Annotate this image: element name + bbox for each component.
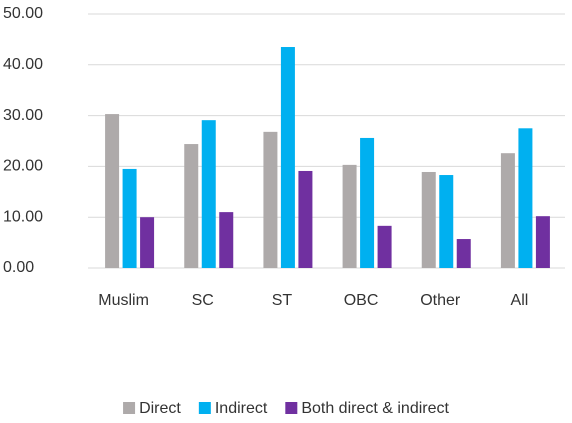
bar bbox=[342, 164, 357, 268]
bar bbox=[439, 175, 454, 268]
x-tick-label: Muslim bbox=[98, 292, 149, 309]
x-tick-label: ST bbox=[272, 292, 293, 309]
legend-swatch bbox=[285, 402, 298, 414]
bar bbox=[518, 128, 533, 268]
legend-label: Both direct & indirect bbox=[301, 400, 449, 417]
bar bbox=[184, 144, 199, 268]
bar bbox=[456, 239, 471, 268]
y-tick-label: 40.00 bbox=[3, 56, 43, 73]
bar bbox=[421, 171, 436, 268]
bar bbox=[535, 216, 550, 268]
bar bbox=[105, 114, 120, 269]
bar bbox=[298, 170, 313, 268]
bar bbox=[140, 217, 155, 268]
bar bbox=[500, 153, 515, 268]
bar bbox=[377, 225, 392, 268]
bar bbox=[201, 120, 216, 268]
bar bbox=[360, 137, 375, 268]
y-tick-label: 10.00 bbox=[3, 208, 43, 225]
bar bbox=[263, 131, 278, 268]
legend-swatch bbox=[123, 402, 136, 414]
bar bbox=[122, 168, 137, 268]
y-tick-label: 50.00 bbox=[3, 5, 43, 22]
legend-label: Indirect bbox=[215, 400, 268, 417]
y-tick-label: 30.00 bbox=[3, 107, 43, 124]
bar bbox=[219, 212, 234, 268]
y-tick-label: 0.00 bbox=[3, 259, 34, 276]
x-tick-label: Other bbox=[420, 292, 461, 309]
x-tick-label: OBC bbox=[344, 292, 379, 309]
legend-label: Direct bbox=[139, 400, 181, 417]
x-tick-label: All bbox=[511, 292, 529, 309]
x-tick-label: SC bbox=[192, 292, 214, 309]
bar bbox=[280, 47, 295, 268]
y-tick-label: 20.00 bbox=[3, 158, 43, 175]
legend-swatch bbox=[198, 402, 211, 414]
